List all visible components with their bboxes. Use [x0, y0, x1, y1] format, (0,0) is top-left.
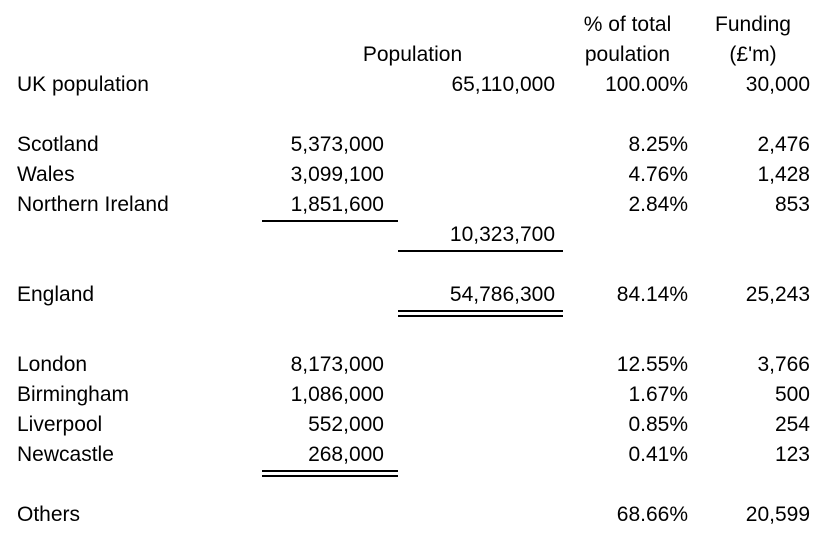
cell-label: Newcastle: [17, 443, 114, 466]
cell-label: Northern Ireland: [17, 193, 169, 216]
cell-pct: 0.41%: [628, 443, 688, 466]
cell-funding: 30,000: [745, 73, 810, 96]
cell-population: [262, 220, 398, 250]
cell-pct: [563, 220, 692, 250]
row-liverpool: Liverpool 552,000 0.85% 254: [0, 410, 826, 440]
cell-population-total: [398, 350, 563, 380]
cell-pct: 8.25%: [628, 133, 688, 156]
row-others: Others 68.66% 20,599: [0, 500, 826, 530]
row-northern-ireland: Northern Ireland 1,851,600 2.84% 853: [0, 190, 826, 222]
cell-funding: 3,766: [757, 353, 810, 376]
header-row-1: % of total Funding: [0, 10, 826, 40]
cell-population: 1,851,600: [262, 190, 398, 222]
cell-funding: 853: [774, 193, 810, 216]
cell-population-total: 65,110,000: [451, 73, 555, 96]
cell-population-total: [398, 410, 563, 440]
cell-population-total: [398, 190, 563, 220]
row-wales: Wales 3,099,100 4.76% 1,428: [0, 160, 826, 190]
cell-funding: 20,599: [745, 503, 810, 526]
cell-population: 552,000: [308, 413, 384, 436]
cell-population: 3,099,100: [290, 163, 384, 186]
row-scotland: Scotland 5,373,000 8.25% 2,476: [0, 130, 826, 160]
cell-label: Wales: [17, 163, 75, 186]
funding-header-line2: (£'m): [729, 43, 777, 66]
cell-label: Scotland: [17, 133, 99, 156]
blank-row: [0, 250, 826, 280]
cell-label: Birmingham: [17, 383, 130, 406]
cell-label: Others: [17, 503, 81, 526]
cell-population: [262, 500, 398, 530]
cell-population: [262, 70, 398, 100]
cell-population: 268,000: [262, 440, 398, 477]
cell-population-total: 10,323,700: [398, 220, 563, 252]
blank-row: [0, 470, 826, 500]
header-spacer: [0, 40, 262, 70]
cell-pct: 4.76%: [628, 163, 688, 186]
cell-population-total: [398, 380, 563, 410]
cell-funding: 500: [774, 383, 810, 406]
cell-population-total: [398, 500, 563, 530]
row-london: London 8,173,000 12.55% 3,766: [0, 350, 826, 380]
header-spacer: [262, 10, 563, 40]
row-uk-population: UK population 65,110,000 100.00% 30,000: [0, 70, 826, 100]
funding-header-line1: Funding: [715, 13, 791, 36]
pct-of-total-header-line1: % of total: [583, 13, 672, 36]
cell-population-total: 54,786,300: [398, 280, 563, 317]
header-row-2: Population poulation (£'m): [0, 40, 826, 70]
cell-funding: [692, 220, 814, 250]
cell-population: 1,086,000: [290, 383, 384, 406]
cell-pct: 100.00%: [605, 73, 688, 96]
cell-pct: 68.66%: [616, 503, 688, 526]
cell-pct: 12.55%: [616, 353, 688, 376]
blank-row: [0, 100, 826, 130]
row-england: England 54,786,300 84.14% 25,243: [0, 280, 826, 317]
cell-label: UK population: [17, 73, 149, 96]
cell-label: England: [17, 283, 95, 306]
cell-pct: 1.67%: [628, 383, 688, 406]
pct-of-total-header-line2: poulation: [584, 43, 671, 66]
cell-population: [262, 280, 398, 310]
row-newcastle: Newcastle 268,000 0.41% 123: [0, 440, 826, 477]
row-birmingham: Birmingham 1,086,000 1.67% 500: [0, 380, 826, 410]
cell-pct: 2.84%: [628, 193, 688, 216]
population-header: Population: [362, 43, 463, 66]
cell-funding: 123: [774, 443, 810, 466]
cell-pct: 84.14%: [616, 283, 688, 306]
cell-label: London: [17, 353, 88, 376]
cell-label: [0, 220, 262, 250]
cell-funding: 1,428: [757, 163, 810, 186]
cell-funding: 2,476: [757, 133, 810, 156]
cell-population-total: [398, 440, 563, 470]
cell-population: 8,173,000: [290, 353, 384, 376]
cell-population-total: [398, 130, 563, 160]
row-subtotal-devolved: 10,323,700: [0, 220, 826, 252]
cell-population: 5,373,000: [290, 133, 384, 156]
cell-label: Liverpool: [17, 413, 103, 436]
header-spacer: [0, 10, 262, 40]
cell-pct: 0.85%: [628, 413, 688, 436]
cell-funding: 254: [774, 413, 810, 436]
cell-funding: 25,243: [745, 283, 810, 306]
cell-population-total: [398, 160, 563, 190]
